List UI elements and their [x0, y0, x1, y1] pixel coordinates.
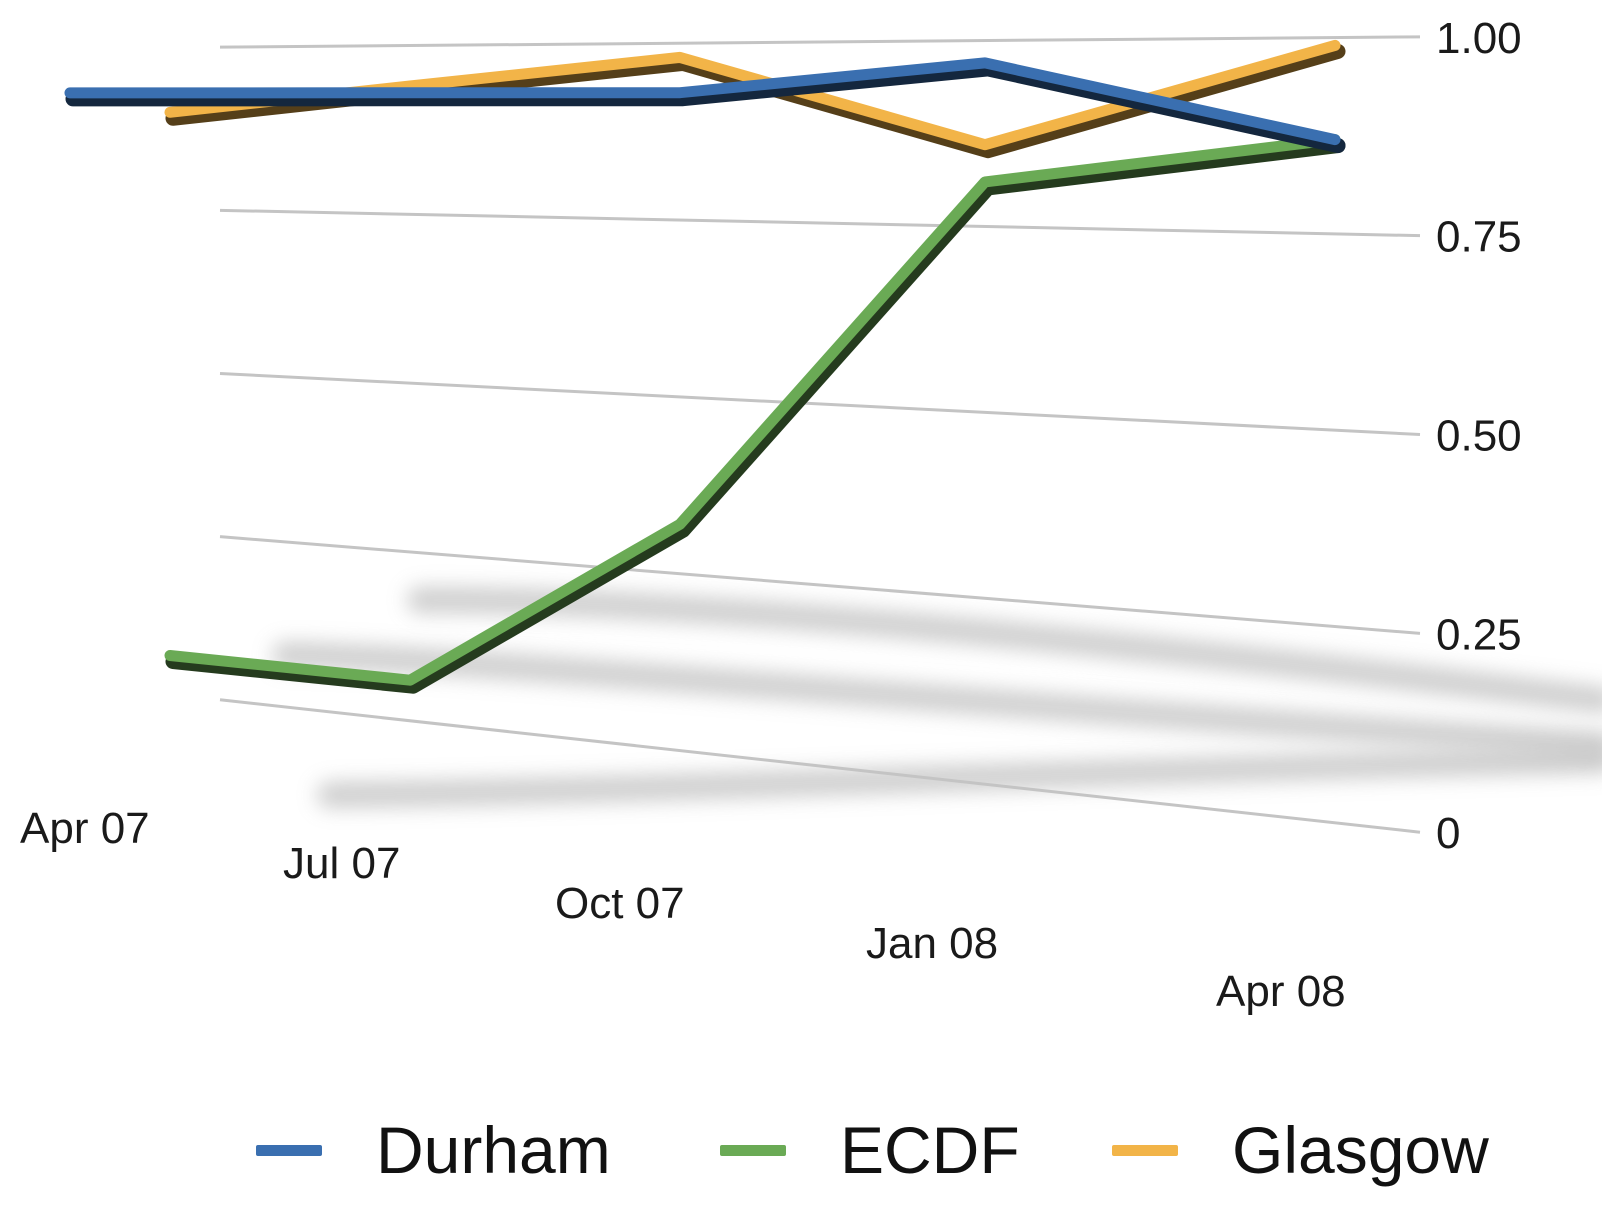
floor-shadows — [272, 587, 1602, 808]
x-axis-tick-labels: Apr 07 Jul 07 Oct 07 Jan 08 Apr 08 — [20, 804, 1346, 1016]
series-ecdf — [164, 134, 1346, 694]
gridline-0-25 — [219, 535, 1421, 635]
legend-label-glasgow: Glasgow — [1232, 1113, 1489, 1187]
gridline-0-50 — [219, 371, 1421, 437]
y-tick-label-0-25: 0.25 — [1436, 610, 1522, 659]
y-tick-label-0-75: 0.75 — [1436, 213, 1522, 262]
x-tick-label-oct-07: Oct 07 — [555, 879, 685, 928]
y-tick-label-0: 0 — [1436, 809, 1460, 858]
legend-label-durham: Durham — [376, 1113, 611, 1187]
x-tick-label-jul-07: Jul 07 — [283, 839, 400, 888]
legend-swatch-durham — [256, 1144, 322, 1156]
legend-item-ecdf: ECDF — [720, 1110, 1020, 1190]
legend-item-glasgow: Glasgow — [1112, 1110, 1489, 1190]
legend-item-durham: Durham — [256, 1110, 611, 1190]
legend: Durham ECDF Glasgow — [0, 1110, 1602, 1190]
series-line-durham — [64, 57, 1341, 146]
series-line-ecdf — [164, 134, 1341, 686]
gridline-1-00 — [219, 35, 1421, 49]
legend-swatch-glasgow — [1112, 1144, 1178, 1156]
y-tick-label-1-00: 1.00 — [1436, 14, 1522, 63]
gridline-0 — [219, 698, 1421, 834]
x-tick-label-apr-08: Apr 08 — [1216, 967, 1346, 1016]
y-axis-tick-labels: 0 0.25 0.50 0.75 1.00 — [1436, 14, 1522, 858]
floor-shadow-3 — [317, 747, 1602, 808]
legend-swatch-ecdf — [720, 1144, 786, 1156]
y-tick-label-0-50: 0.50 — [1436, 412, 1522, 461]
gridlines — [219, 35, 1421, 834]
series-durham — [64, 57, 1346, 154]
gridline-0-75 — [219, 208, 1421, 238]
x-tick-label-jan-08: Jan 08 — [866, 919, 998, 968]
series-edge-ecdf — [165, 138, 1346, 694]
floor-shadow-1 — [272, 642, 1602, 758]
legend-label-ecdf: ECDF — [840, 1113, 1020, 1187]
series-lines — [64, 39, 1346, 694]
x-tick-label-apr-07: Apr 07 — [20, 804, 150, 853]
